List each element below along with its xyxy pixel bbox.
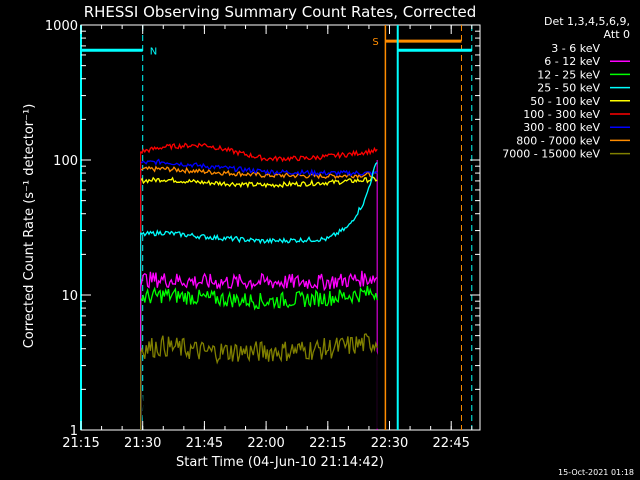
- legend-label-2: 12 - 25 keV: [537, 68, 600, 81]
- y-tick-label: 1: [70, 424, 78, 439]
- y-tick-label: 10: [61, 289, 78, 304]
- y-tick-label: 100: [53, 154, 78, 169]
- x-tick-label: 21:45: [186, 436, 223, 451]
- series-line-4: [140, 176, 378, 189]
- y-axis: 1 10 100 1000: [45, 19, 480, 439]
- plot-area: NS: [80, 24, 481, 431]
- x-tick-label: 21:15: [62, 436, 99, 451]
- legend-label-3: 25 - 50 keV: [537, 82, 600, 95]
- series-line-3: [140, 161, 378, 245]
- series-line-1: [139, 270, 378, 292]
- series-line-0: [140, 348, 378, 429]
- x-tick-label: 22:00: [247, 436, 284, 451]
- series-line-2: [140, 285, 378, 311]
- series-line-7: [140, 165, 378, 180]
- legend-label-4: 50 - 100 keV: [530, 95, 600, 108]
- legend-label-1: 6 - 12 keV: [544, 55, 600, 68]
- x-tick-label: 22:30: [371, 436, 408, 451]
- legend-label-6: 300 - 800 keV: [523, 121, 600, 134]
- legend-label-5: 100 - 300 keV: [523, 108, 600, 121]
- x-tick-label: 22:15: [309, 436, 346, 451]
- legend-label-7: 800 - 7000 keV: [516, 134, 600, 147]
- series-line-8: [139, 333, 378, 365]
- detector-label-line1: Det 1,3,4,5,6,9,: [544, 15, 630, 28]
- night-flag-label: N: [150, 46, 157, 57]
- y-axis-label: Corrected Count Rate (s⁻¹ detector⁻¹): [22, 104, 37, 349]
- series-line-6: [140, 158, 378, 177]
- detector-label-line2: Att 0: [604, 28, 630, 41]
- legend-label-8: 7000 - 15000 keV: [502, 148, 600, 161]
- chart-title: RHESSI Observing Summary Count Rates, Co…: [84, 3, 477, 21]
- legend-label-0: 3 - 6 keV: [551, 42, 600, 55]
- x-axis-label: Start Time (04-Jun-10 21:14:42): [176, 455, 384, 470]
- x-axis: 21:15 21:30 21:45 22:00 22:15 22:30 22:45: [62, 25, 473, 451]
- saa-flag-label: S: [372, 37, 378, 48]
- x-tick-label: 22:45: [432, 436, 469, 451]
- x-tick-label: 21:30: [124, 436, 161, 451]
- y-tick-label: 1000: [45, 19, 78, 34]
- series-line-5: [140, 142, 378, 163]
- footer-timestamp: 15-Oct-2021 01:18: [558, 468, 634, 477]
